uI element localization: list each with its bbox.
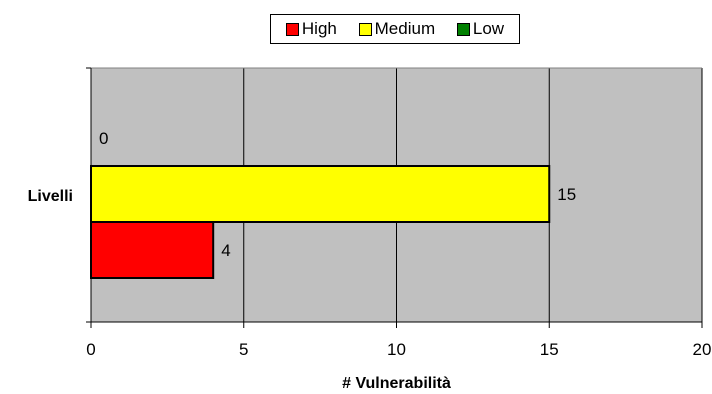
x-tick-label-4: 20 [693,340,712,359]
x-tick-label-1: 5 [239,340,248,359]
legend-label-low: Low [472,19,505,38]
data-label-low: 0 [99,129,108,148]
legend-swatch-low [456,22,470,36]
data-label-medium: 15 [557,185,576,204]
legend-swatch-high [285,22,299,36]
bar-high [90,221,215,279]
x-tick-label-2: 10 [387,340,406,359]
category-label-0: Livelli [28,188,73,205]
data-label-high: 4 [221,241,230,260]
bar-medium [90,165,551,223]
x-tick-label-0: 0 [86,340,95,359]
legend-item-medium: Medium [358,19,436,39]
x-axis-title: # Vulnerabilità [342,375,451,392]
legend-label-medium: Medium [374,19,436,38]
legend-item-low: Low [456,19,505,39]
legend-label-high: High [301,19,337,38]
legend: High Medium Low [270,14,520,44]
x-tick-label-3: 15 [540,340,559,359]
legend-item-high: High [285,19,337,39]
legend-swatch-medium [358,22,372,36]
